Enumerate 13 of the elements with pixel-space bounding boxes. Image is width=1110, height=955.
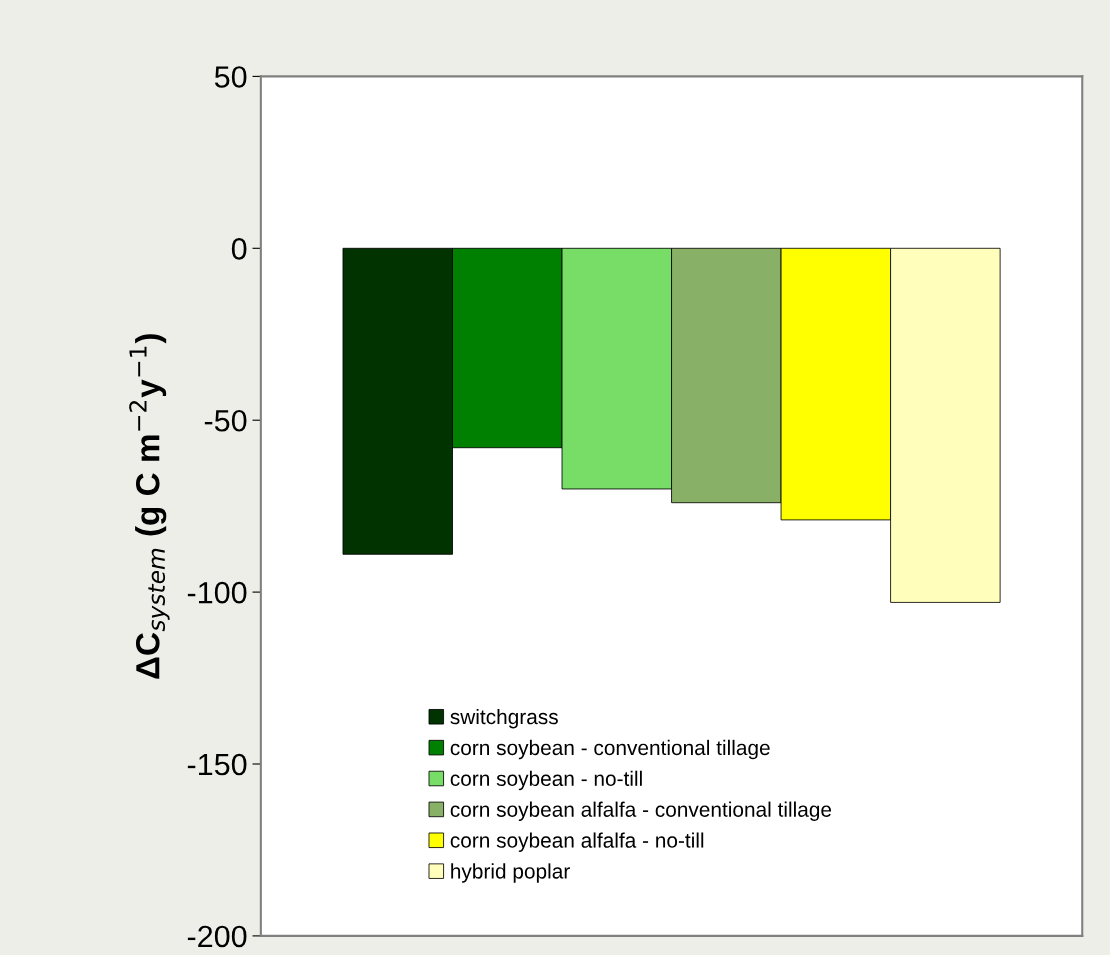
legend-label: corn soybean alfalfa - conventional tillage <box>450 801 832 822</box>
y-tick-label: 0 <box>231 238 247 260</box>
legend-label: hybrid poplar <box>451 863 570 883</box>
legend-label: corn soybean - conventional tillage <box>450 739 770 760</box>
legend-label: switchgrass <box>450 708 558 729</box>
y-tick-label: -50 <box>204 409 247 432</box>
y-tick-label: 50 <box>214 66 247 88</box>
legend-label: corn soybean - no-till <box>450 770 642 791</box>
legend-label: corn soybean alfalfa - no-till <box>450 832 704 852</box>
y-tick-label: -100 <box>187 581 247 604</box>
y-axis-title: ΔC$_{system}$ (g C m$^{−2}$y$^{−1}$) <box>129 334 170 679</box>
y-tick-label: -150 <box>187 753 247 776</box>
y-tick-label: -200 <box>187 925 247 948</box>
